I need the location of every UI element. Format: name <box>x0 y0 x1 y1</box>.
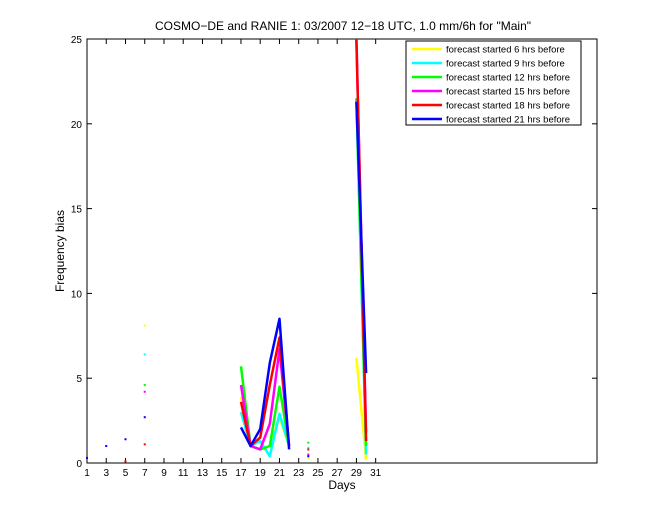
legend-box <box>405 40 582 126</box>
series-line <box>355 101 368 374</box>
data-point <box>105 445 108 448</box>
plot-area <box>86 38 598 464</box>
data-point <box>124 460 127 463</box>
series-6 <box>86 101 368 459</box>
x-tick-label: 31 <box>370 468 382 479</box>
chart-title: COSMO−DE and RANIE 1: 03/2007 12−18 UTC,… <box>155 19 531 33</box>
x-tick-label: 17 <box>235 468 247 479</box>
y-tick-label: 10 <box>71 289 83 300</box>
legend-label: forecast started 21 hrs before <box>446 115 570 126</box>
series-line <box>355 357 368 460</box>
legend-label: forecast started 12 hrs before <box>446 73 570 84</box>
legend-label: forecast started 18 hrs before <box>446 101 570 112</box>
y-tick-label: 15 <box>71 205 83 216</box>
x-tick-label: 9 <box>161 468 167 479</box>
y-axis-label: Frequency bias <box>53 210 67 292</box>
x-tick-label: 21 <box>274 468 286 479</box>
series-4 <box>86 38 368 459</box>
x-tick-label: 1 <box>84 468 90 479</box>
y-tick-label: 5 <box>76 374 82 385</box>
data-point <box>307 455 310 458</box>
x-tick-label: 13 <box>197 468 209 479</box>
data-point <box>143 443 146 446</box>
data-point <box>143 416 146 419</box>
x-tick-label: 19 <box>255 468 267 479</box>
y-tick-label: 20 <box>71 120 83 131</box>
series-group <box>86 38 368 463</box>
series-1 <box>86 324 368 460</box>
x-tick-label: 5 <box>123 468 129 479</box>
x-tick-label: 15 <box>216 468 228 479</box>
x-tick-label: 7 <box>142 468 148 479</box>
x-tick-label: 3 <box>103 468 109 479</box>
data-point <box>307 453 310 456</box>
x-axis-ticks: 1 3 5 7 9 11 13 15 17 19 21 23 25 27 29 31 <box>84 39 382 479</box>
series-5 <box>86 38 368 463</box>
series-line <box>239 317 291 450</box>
x-tick-label: 23 <box>293 468 305 479</box>
x-axis-label: Days <box>328 478 355 492</box>
data-point <box>307 456 310 459</box>
data-point <box>143 390 146 393</box>
y-tick-label: 25 <box>71 35 83 46</box>
series-2 <box>86 98 368 459</box>
x-tick-label: 27 <box>332 468 344 479</box>
data-point <box>143 383 146 386</box>
x-tick-label: 25 <box>312 468 324 479</box>
series-3 <box>86 98 368 459</box>
legend-label: forecast started 15 hrs before <box>446 87 570 98</box>
axes-box <box>86 38 598 464</box>
data-point <box>124 438 127 441</box>
x-tick-label: 29 <box>351 468 363 479</box>
data-point <box>307 446 310 449</box>
data-point <box>143 324 146 327</box>
y-axis-ticks: 0 5 10 15 20 25 <box>71 35 597 470</box>
legend-label: forecast started 6 hrs before <box>446 45 565 56</box>
x-tick-label: 11 <box>178 468 189 479</box>
data-point <box>307 441 310 444</box>
y-tick-label: 0 <box>76 459 82 470</box>
data-point <box>143 353 146 356</box>
data-point <box>307 448 310 451</box>
data-point <box>86 456 88 459</box>
legend: forecast started 6 hrs before forecast st… <box>405 40 582 126</box>
legend-label: forecast started 9 hrs before <box>446 59 565 70</box>
